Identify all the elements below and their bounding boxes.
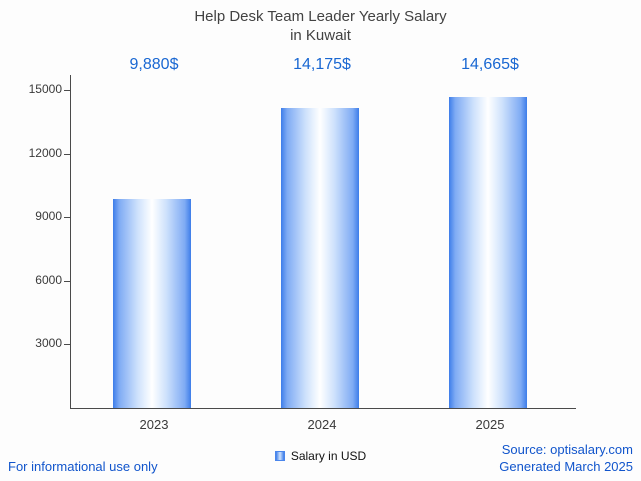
x-axis-label: 2023 — [139, 417, 169, 432]
y-axis-tick-mark — [64, 90, 70, 91]
x-axis-label: 2025 — [475, 417, 505, 432]
bar — [113, 198, 191, 408]
y-axis-tick-mark — [64, 344, 70, 345]
source-link[interactable]: Source: optisalary.com — [501, 442, 633, 457]
chart-title-line2: in Kuwait — [290, 27, 351, 44]
y-axis-tick-mark — [64, 154, 70, 155]
bar-value-label: 9,880$ — [129, 56, 179, 73]
plot-area — [64, 75, 576, 409]
chart-title-line1: Help Desk Team Leader Yearly Salary — [194, 8, 447, 25]
y-axis-label: 3000 — [35, 336, 62, 350]
chart-title: Help Desk Team Leader Yearly Salary in K… — [0, 7, 641, 45]
informational-note: For informational use only — [8, 459, 158, 474]
legend-marker-icon — [274, 451, 285, 461]
generated-date: Generated March 2025 — [499, 459, 633, 474]
y-axis-label: 12000 — [28, 146, 62, 160]
bar-value-label: 14,175$ — [293, 56, 351, 73]
legend-label: Salary in USD — [290, 449, 367, 463]
x-axis-label: 2024 — [307, 417, 337, 432]
legend[interactable]: Salary in USD — [0, 449, 641, 463]
y-axis-label: 15000 — [28, 82, 62, 96]
bar — [449, 97, 527, 408]
y-axis-label: 9000 — [35, 209, 62, 223]
y-axis-label: 6000 — [35, 273, 62, 287]
y-axis-tick-mark — [64, 217, 70, 218]
footer-source-block: Source: optisalary.com Generated March 2… — [499, 441, 633, 475]
bar — [281, 107, 359, 408]
y-axis-tick-mark — [64, 281, 70, 282]
bar-value-label: 14,665$ — [461, 56, 519, 73]
